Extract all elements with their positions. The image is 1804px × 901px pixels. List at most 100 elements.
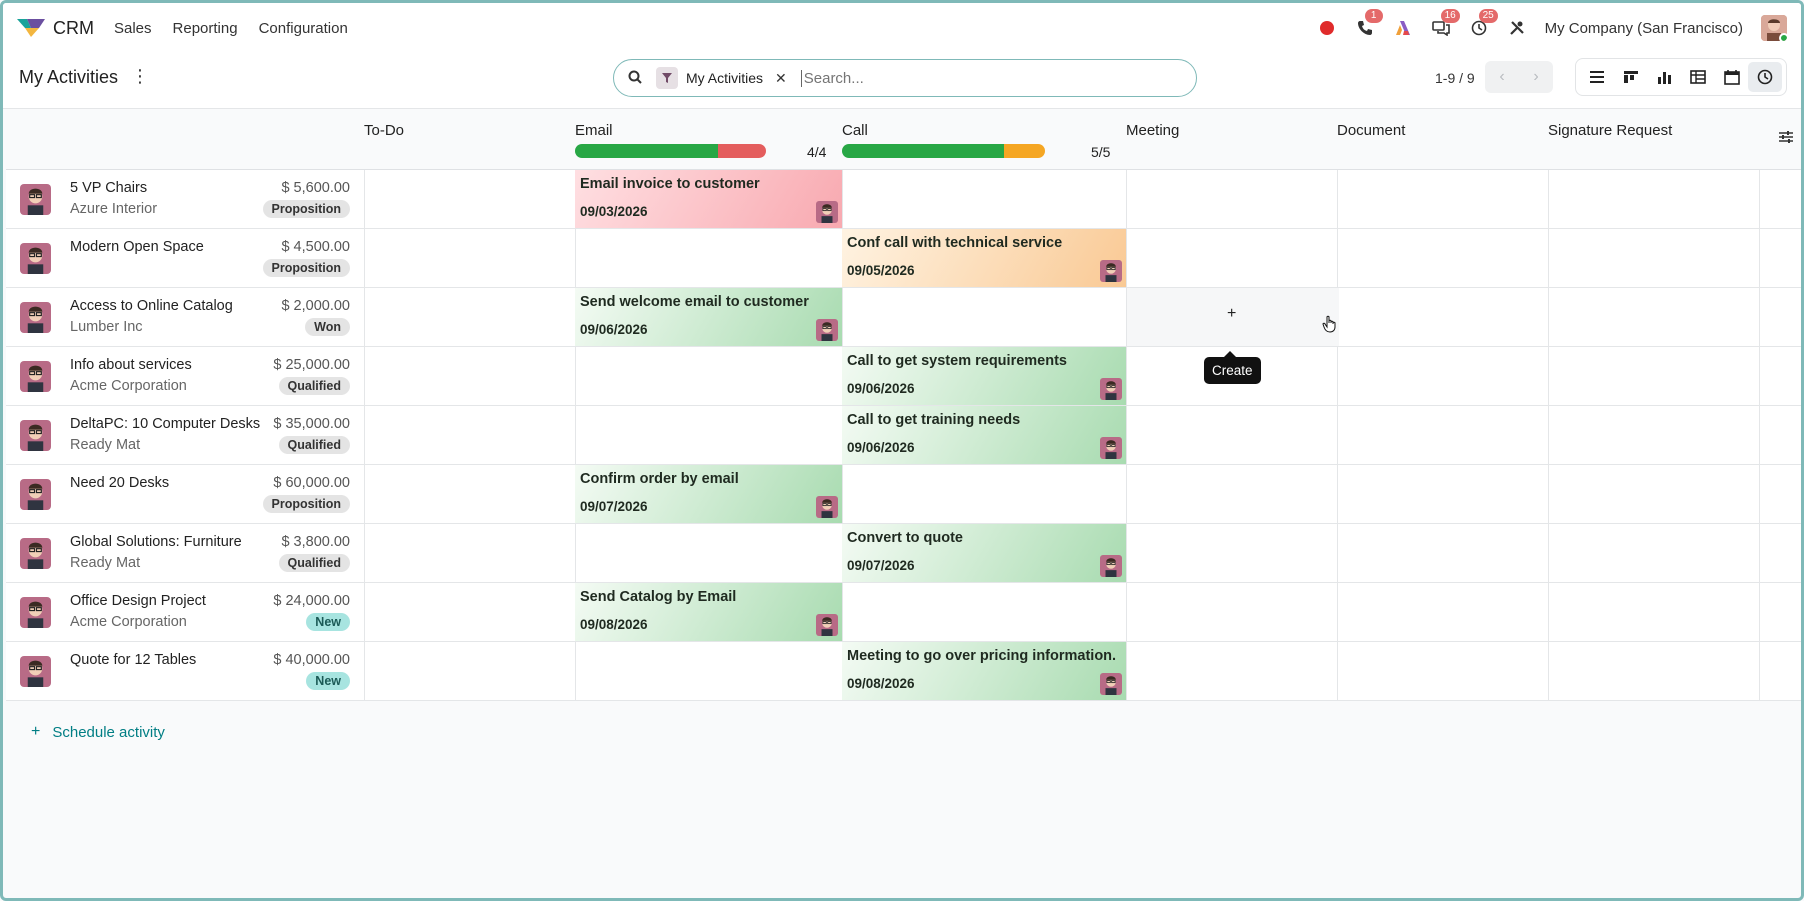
lead-cell[interactable]: 5 VP Chairs Azure Interior $ 5,600.00 Propo… [6,170,364,228]
schedule-activity-button[interactable]: + Schedule activity [31,723,165,741]
app-logo[interactable]: CRM [17,18,94,39]
user-avatar[interactable] [1761,15,1787,41]
activity-card[interactable]: Send Catalog by Email 09/08/2026 [575,583,842,641]
lead-partner: Azure Interior [70,201,158,217]
column-divider [1548,465,1549,523]
kanban-view-icon[interactable] [1614,62,1648,92]
column-divider [1126,465,1127,523]
actions-menu-icon[interactable]: ⋮ [131,66,149,86]
column-divider [364,170,365,228]
lead-partner: Lumber Inc [70,319,143,335]
email-progress-bar[interactable] [575,144,766,158]
column-divider [842,465,843,523]
lead-name[interactable]: Modern Open Space [70,239,204,255]
column-divider [1759,229,1760,287]
lead-name[interactable]: Office Design Project [70,593,206,609]
column-divider [1126,524,1127,582]
menu-configuration[interactable]: Configuration [258,19,348,37]
activity-title: Meeting to go over pricing information. [847,648,1117,664]
lead-name[interactable]: Need 20 Desks [70,475,170,491]
lead-cell[interactable]: Quote for 12 Tables $ 40,000.00 New [6,642,364,700]
lead-amount: $ 25,000.00 [273,357,350,373]
column-divider [364,347,365,405]
column-divider [364,524,365,582]
ai-icon[interactable] [1393,18,1413,38]
lead-name[interactable]: Quote for 12 Tables [70,652,197,668]
lead-name[interactable]: Access to Online Catalog [70,298,233,314]
meeting-cell-hover[interactable] [1127,288,1339,346]
search-icon[interactable] [628,70,642,87]
lead-amount: $ 2,000.00 [281,298,350,314]
calendar-view-icon[interactable] [1715,62,1749,92]
pager-value[interactable]: 1-9 / 9 [1435,70,1475,86]
pager-previous-icon[interactable]: ‹ [1499,68,1505,85]
remove-facet-icon[interactable]: ✕ [775,69,787,86]
activity-date: 09/06/2026 [847,440,915,455]
activity-row: DeltaPC: 10 Computer Desks Ready Mat $ 35,… [6,406,1801,465]
call-progress-bar[interactable] [842,144,1045,158]
activity-card[interactable]: Confirm order by email 09/07/2026 [575,465,842,523]
column-divider [1337,406,1338,464]
pivot-view-icon[interactable] [1681,62,1715,92]
messages-icon[interactable]: 16 [1431,9,1460,38]
email-count: 4/4 [807,144,827,160]
lead-cell[interactable]: Global Solutions: Furniture Ready Mat $ 3,… [6,524,364,582]
activity-card[interactable]: Send welcome email to customer 09/06/2026 [575,288,842,346]
search-bar[interactable]: My Activities ✕ [613,59,1197,97]
activities-badge: 25 [1478,9,1498,23]
column-divider [1126,170,1127,228]
activity-date: 09/08/2026 [580,617,648,632]
tools-icon[interactable] [1507,18,1527,38]
activities-clock-icon[interactable]: 25 [1469,9,1498,38]
lead-name[interactable]: Info about services [70,357,192,373]
record-icon[interactable] [1317,18,1337,38]
lead-amount: $ 4,500.00 [281,239,350,255]
lead-amount: $ 60,000.00 [273,475,350,491]
column-divider [1126,406,1127,464]
activity-card[interactable]: Email invoice to customer 09/03/2026 [575,170,842,228]
activity-view-icon[interactable] [1748,62,1783,92]
lead-cell[interactable]: DeltaPC: 10 Computer Desks Ready Mat $ 35,… [6,406,364,464]
list-view-icon[interactable] [1580,62,1614,92]
activity-row: Office Design Project Acme Corporation $ 2… [6,583,1801,642]
activity-card[interactable]: Convert to quote 09/07/2026 [842,524,1126,582]
column-divider [842,170,843,228]
lead-cell[interactable]: Office Design Project Acme Corporation $ 2… [6,583,364,641]
column-divider [1548,642,1549,700]
activity-row: Quote for 12 Tables $ 40,000.00 New Meeting… [6,642,1801,701]
assignee-avatar [816,319,838,341]
column-divider [1337,347,1338,405]
column-header-todo: To-Do [364,122,405,139]
lead-amount: $ 40,000.00 [273,652,350,668]
activity-card[interactable]: Call to get system requirements 09/06/202… [842,347,1126,405]
activity-card[interactable]: Conf call with technical service 09/05/20… [842,229,1126,287]
column-divider [364,288,365,346]
create-plus-icon[interactable]: + [1227,305,1237,322]
column-settings-icon[interactable] [1778,130,1794,148]
lead-cell[interactable]: Modern Open Space $ 4,500.00 Proposition [6,229,364,287]
pager-next-icon[interactable]: › [1533,68,1539,85]
lead-cell[interactable]: Access to Online Catalog Lumber Inc $ 2,00… [6,288,364,346]
menu-reporting[interactable]: Reporting [172,19,238,37]
call-progress-orange [1004,144,1045,158]
search-input[interactable] [800,69,1181,87]
activity-card[interactable]: Meeting to go over pricing information. 0… [842,642,1126,700]
column-header-meeting: Meeting [1126,122,1180,139]
graph-view-icon[interactable] [1647,62,1681,92]
column-divider [575,406,576,464]
lead-name[interactable]: DeltaPC: 10 Computer Desks [70,416,261,432]
lead-name[interactable]: 5 VP Chairs [70,180,148,196]
phone-icon[interactable]: 1 [1355,9,1383,38]
lead-stage-badge: New [306,672,350,690]
lead-cell[interactable]: Info about services Acme Corporation $ 25,… [6,347,364,405]
menu-sales[interactable]: Sales [114,19,152,37]
activity-card[interactable]: Call to get training needs 09/06/2026 [842,406,1126,464]
column-header-document: Document [1337,122,1406,139]
activity-title: Send welcome email to customer [580,294,809,310]
activity-grid: To-Do Email 4/4 Call 5/5 Meeting Documen… [6,110,1801,701]
company-switcher[interactable]: My Company (San Francisco) [1544,19,1743,37]
lead-cell[interactable]: Need 20 Desks $ 60,000.00 Proposition [6,465,364,523]
lead-name[interactable]: Global Solutions: Furniture [70,534,242,550]
column-divider [1759,347,1760,405]
column-divider [364,406,365,464]
